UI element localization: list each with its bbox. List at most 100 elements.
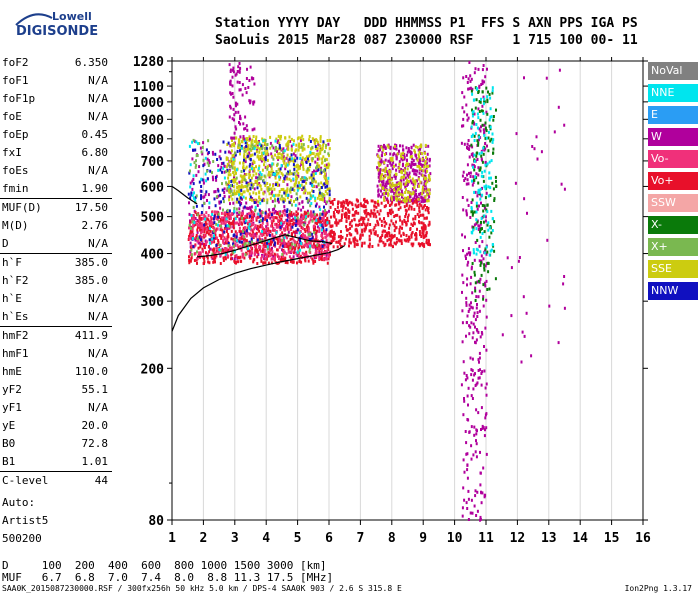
echo-point [190, 253, 193, 257]
echo-point [230, 149, 233, 153]
echo-point [377, 223, 380, 227]
echo-point [298, 142, 301, 146]
echo-point [388, 179, 391, 183]
echo-point [401, 222, 404, 226]
echo-point [419, 233, 421, 237]
echo-point [235, 192, 238, 195]
echo-point [340, 204, 343, 208]
echo-point [244, 232, 247, 236]
echo-point [233, 189, 236, 193]
echo-point [326, 182, 329, 186]
echo-point [238, 226, 241, 230]
echo-point [257, 168, 260, 172]
echo-point [482, 304, 485, 308]
echo-point [207, 159, 210, 163]
echo-point [236, 190, 238, 194]
echo-point [324, 250, 327, 254]
echo-point [387, 214, 390, 218]
echo-point [251, 229, 254, 233]
echo-point [316, 157, 319, 161]
echo-point [251, 138, 254, 142]
echo-point [279, 136, 282, 140]
echo-point [474, 494, 477, 498]
echo-point [477, 369, 480, 372]
echo-point [316, 196, 319, 200]
echo-point [275, 237, 278, 241]
echo-point [338, 219, 341, 223]
echo-point [284, 167, 287, 171]
echo-point [361, 233, 364, 237]
echo-point [387, 231, 390, 235]
echo-point [340, 202, 343, 206]
echo-point [309, 238, 312, 241]
echo-point [312, 261, 315, 265]
echo-point [248, 164, 251, 168]
echo-point [327, 257, 330, 261]
echo-point [418, 230, 421, 233]
echo-point [326, 216, 329, 220]
echo-point [263, 150, 266, 154]
echo-point [295, 219, 298, 223]
echo-point [468, 307, 471, 311]
echo-point [258, 164, 261, 168]
echo-point [279, 243, 282, 247]
echo-point [415, 199, 418, 203]
echo-point [489, 107, 492, 111]
param-value: N/A [88, 110, 108, 123]
echo-point [225, 217, 228, 221]
echo-point [221, 228, 224, 232]
echo-point [284, 244, 287, 248]
echo-point [357, 203, 360, 207]
echo-point [488, 160, 491, 164]
echo-point [490, 209, 493, 213]
echo-point [480, 151, 483, 155]
echo-point [466, 507, 469, 510]
echo-point [471, 511, 474, 515]
echo-point [324, 172, 327, 176]
echo-point [349, 233, 352, 237]
echo-point [406, 183, 408, 187]
echo-point [490, 115, 493, 119]
echo-point [295, 213, 298, 217]
echo-point [404, 221, 407, 224]
echo-point [280, 255, 283, 259]
echo-point [301, 158, 304, 162]
echo-point [228, 224, 231, 228]
echo-point [373, 226, 376, 230]
echo-point [423, 204, 426, 207]
echo-point [295, 176, 298, 180]
echo-point [206, 169, 209, 173]
echo-point [295, 229, 298, 233]
echo-point [418, 210, 421, 214]
echo-point [259, 214, 262, 218]
echo-point [475, 204, 478, 208]
echo-point [402, 148, 405, 152]
echo-point [267, 247, 269, 251]
echo-point [250, 148, 253, 152]
echo-point [480, 125, 482, 129]
echo-point [258, 182, 261, 185]
echo-point [415, 198, 418, 202]
echo-point [203, 257, 205, 261]
echo-point [472, 331, 475, 335]
echo-point [287, 215, 289, 219]
echo-point [232, 226, 235, 230]
echo-point [408, 235, 410, 239]
echo-point [405, 223, 408, 227]
echo-point [299, 153, 302, 157]
echo-point [487, 270, 490, 274]
echo-point [369, 223, 372, 226]
echo-point [477, 141, 480, 145]
echo-point [377, 168, 380, 172]
echo-point [235, 176, 238, 180]
echo-point [278, 215, 281, 219]
echo-point [193, 191, 195, 195]
echo-point [325, 228, 328, 232]
echo-point [291, 244, 294, 248]
echo-point [302, 162, 304, 166]
echo-point [277, 152, 280, 156]
echo-point [294, 234, 297, 238]
echo-point [241, 234, 244, 238]
echo-point [471, 133, 474, 137]
